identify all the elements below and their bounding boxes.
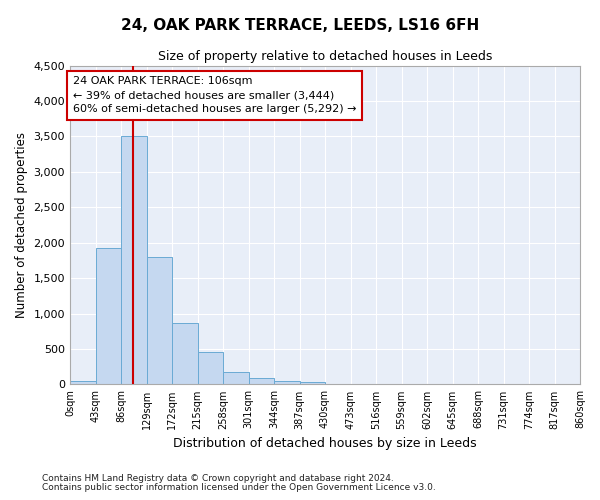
Text: Contains HM Land Registry data © Crown copyright and database right 2024.: Contains HM Land Registry data © Crown c… — [42, 474, 394, 483]
Text: Contains public sector information licensed under the Open Government Licence v3: Contains public sector information licen… — [42, 483, 436, 492]
Bar — [70, 381, 95, 384]
X-axis label: Distribution of detached houses by size in Leeds: Distribution of detached houses by size … — [173, 437, 477, 450]
Bar — [146, 257, 172, 384]
Bar — [223, 372, 248, 384]
Y-axis label: Number of detached properties: Number of detached properties — [15, 132, 28, 318]
Bar — [299, 382, 325, 384]
Title: Size of property relative to detached houses in Leeds: Size of property relative to detached ho… — [158, 50, 492, 63]
Text: 24, OAK PARK TERRACE, LEEDS, LS16 6FH: 24, OAK PARK TERRACE, LEEDS, LS16 6FH — [121, 18, 479, 32]
Bar — [274, 380, 299, 384]
Text: 24 OAK PARK TERRACE: 106sqm
← 39% of detached houses are smaller (3,444)
60% of : 24 OAK PARK TERRACE: 106sqm ← 39% of det… — [73, 76, 356, 114]
Bar — [248, 378, 274, 384]
Bar — [197, 352, 223, 384]
Bar — [95, 248, 121, 384]
Bar — [121, 136, 146, 384]
Bar — [172, 324, 197, 384]
